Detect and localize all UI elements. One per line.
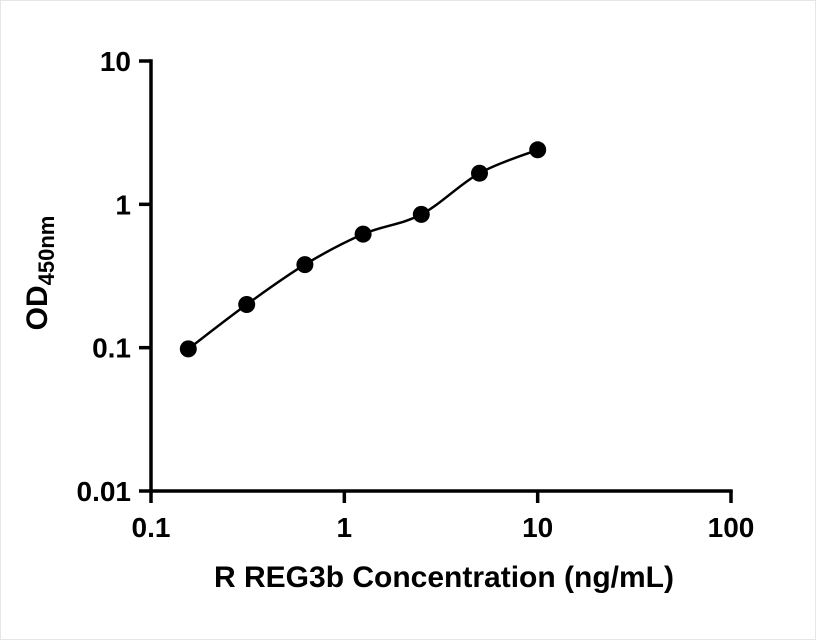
y-tick-label: 1	[115, 189, 131, 220]
x-axis-title: R REG3b Concentration (ng/mL)	[214, 561, 674, 594]
x-tick-label: 0.1	[132, 512, 171, 543]
x-tick-label: 100	[708, 512, 755, 543]
data-point-marker	[179, 340, 197, 358]
y-axis-title-subscript: 450nm	[34, 216, 59, 286]
y-tick-label: 10	[100, 46, 131, 77]
y-tick-label: 0.1	[92, 333, 131, 364]
x-tick-label: 10	[522, 512, 553, 543]
data-point-marker	[529, 141, 547, 159]
y-axis-title-main: OD	[21, 285, 54, 330]
data-point-marker	[412, 205, 430, 223]
x-tick-label: 1	[337, 512, 353, 543]
y-tick-label: 0.01	[77, 476, 132, 507]
data-point-marker	[354, 225, 372, 243]
data-point-marker	[471, 164, 488, 182]
y-axis-title: OD450nm	[21, 216, 59, 331]
fit-curve-line	[187, 148, 539, 350]
data-point-marker	[238, 296, 256, 313]
data-point-marker	[296, 256, 314, 274]
